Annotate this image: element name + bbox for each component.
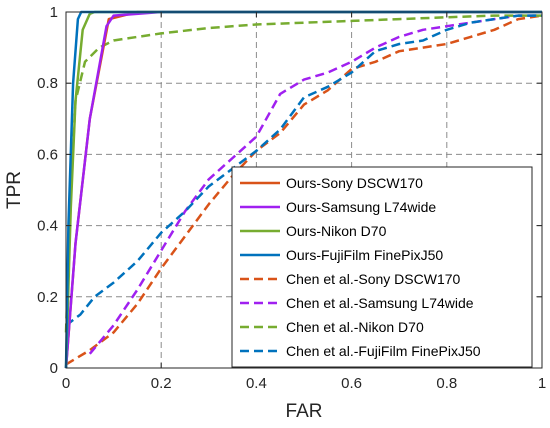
x-axis-label: FAR [286, 401, 323, 422]
y-tick-label: 0.8 [37, 75, 58, 92]
x-tick-label: 1 [538, 375, 546, 392]
x-tick-label: 0.6 [341, 375, 362, 392]
legend-label: Chen et al.-Nikon D70 [286, 319, 424, 335]
y-tick-label: 0.2 [37, 289, 58, 306]
y-tick-label: 1 [50, 4, 58, 21]
legend-label: Ours-Samsung L74wide [286, 199, 436, 215]
legend-label: Ours-Nikon D70 [286, 223, 387, 239]
y-tick-label: 0.4 [37, 218, 58, 235]
ticks: 0 0.2 0.4 0.6 0.8 1 0 0.2 0.4 0.6 0.8 1 [37, 4, 546, 392]
legend-label: Ours-Sony DSCW170 [286, 175, 423, 191]
x-tick-label: 0.8 [436, 375, 457, 392]
x-tick-label: 0.4 [246, 375, 267, 392]
legend: Ours-Sony DSCW170 Ours-Samsung L74wide Our… [231, 166, 533, 368]
y-tick-label: 0.6 [37, 146, 58, 163]
x-tick-label: 0 [62, 375, 70, 392]
series-line-dashed-6 [64, 14, 542, 333]
x-tick-label: 0.2 [151, 375, 172, 392]
legend-label: Chen et al.-Samsung L74wide [286, 295, 474, 311]
legend-label: Ours-FujiFilm FinePixJ50 [286, 247, 443, 263]
legend-label: Chen et al.-Sony DSCW170 [286, 271, 461, 287]
series-line-dashed-7 [65, 14, 542, 327]
y-tick-label: 0 [50, 360, 58, 377]
legend-label: Chen et al.-FujiFilm FinePixJ50 [286, 343, 481, 359]
series-line-dashed-4 [65, 14, 543, 366]
plot-frame [65, 11, 543, 369]
y-axis-label: TPR [4, 171, 25, 209]
legend-box [231, 166, 533, 368]
